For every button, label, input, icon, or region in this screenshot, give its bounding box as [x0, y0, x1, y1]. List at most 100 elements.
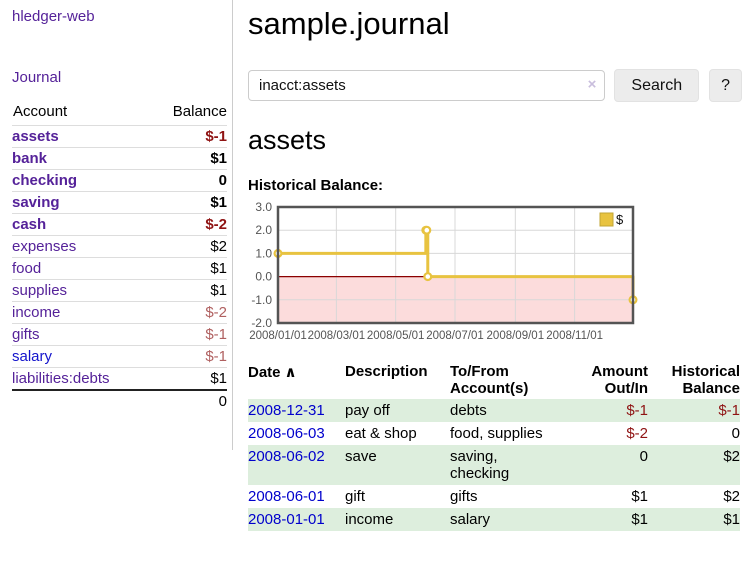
page-title: sample.journal: [248, 6, 450, 41]
register-header-description: Description: [345, 363, 428, 380]
account-link[interactable]: checking: [12, 172, 78, 189]
register-cell-balance: $-1: [718, 402, 740, 419]
search-button[interactable]: Search: [614, 69, 700, 102]
account-row: gifts $-1: [12, 323, 227, 346]
account-balance: $1: [149, 147, 227, 170]
transaction-date-link[interactable]: 2008-12-31: [248, 402, 325, 419]
accounts-total-value: 0: [149, 389, 227, 412]
account-link[interactable]: gifts: [12, 326, 40, 343]
account-balance: $2: [149, 235, 227, 258]
register-row: 2008-06-03 eat & shop food, supplies $-2 0: [248, 422, 740, 445]
svg-text:-1.0: -1.0: [251, 293, 272, 307]
account-link[interactable]: bank: [12, 150, 48, 167]
svg-text:2008/11/01: 2008/11/01: [546, 330, 603, 342]
account-balance: $-2: [149, 301, 227, 324]
svg-text:2008/01/01: 2008/01/01: [249, 330, 307, 342]
register-cell-balance: $2: [723, 488, 740, 505]
account-balance: $-1: [149, 345, 227, 368]
account-balance: $-1: [149, 125, 227, 148]
register-cell-accounts: saving, checking: [450, 448, 510, 482]
accounts-header-account: Account: [13, 103, 68, 120]
journal-link[interactable]: Journal: [12, 69, 62, 86]
account-heading: assets: [248, 125, 327, 155]
account-link[interactable]: expenses: [12, 238, 77, 255]
register-cell-date: 2008-06-01: [248, 485, 345, 508]
svg-text:2008/07/01: 2008/07/01: [426, 330, 484, 342]
sidebar: hledger-web Journal Account Balance asse…: [0, 0, 233, 450]
account-row: salary $-1: [12, 345, 227, 368]
account-row: checking 0: [12, 169, 227, 192]
accounts-table: Account Balance assets $-1 bank $1 checking 0…: [12, 101, 227, 412]
account-balance: $1: [149, 367, 227, 390]
help-button[interactable]: ?: [709, 69, 742, 102]
register-cell-amount: 0: [639, 448, 648, 465]
register-cell-date: 2008-06-03: [248, 422, 345, 445]
account-row: expenses $2: [12, 235, 227, 258]
register-cell-balance: $1: [723, 511, 740, 528]
account-balance: $1: [149, 257, 227, 280]
register-header-accounts: To/From Account(s): [450, 363, 529, 397]
account-balance: $-2: [149, 213, 227, 236]
svg-text:3.0: 3.0: [255, 202, 272, 214]
transaction-date-link[interactable]: 2008-06-03: [248, 425, 325, 442]
account-link[interactable]: salary: [12, 348, 53, 365]
account-row: cash $-2: [12, 213, 227, 236]
account-row: liabilities:debts $1: [12, 367, 227, 390]
register-cell-date: 2008-06-02: [248, 445, 345, 485]
svg-text:$: $: [616, 212, 624, 227]
account-balance: $1: [149, 191, 227, 214]
svg-text:2.0: 2.0: [255, 223, 272, 237]
account-row: saving $1: [12, 191, 227, 214]
chart-section-label: Historical Balance:: [248, 177, 384, 194]
register-row: 2008-12-31 pay off debts $-1 $-1: [248, 399, 740, 422]
accounts-total-row: 0: [12, 389, 227, 412]
account-link[interactable]: saving: [12, 194, 60, 211]
register-row: 2008-06-02 save saving, checking 0 $2: [248, 445, 740, 485]
transaction-date-link[interactable]: 2008-06-01: [248, 488, 325, 505]
register-cell-balance: $2: [723, 448, 740, 465]
register-cell-amount: $1: [631, 511, 648, 528]
accounts-header-balance: Balance: [172, 103, 227, 120]
account-row: income $-2: [12, 301, 227, 324]
register-cell-accounts: salary: [450, 511, 491, 528]
search-row: × Search ?: [248, 69, 742, 102]
account-row: bank $1: [12, 147, 227, 170]
register-header-balance: Historical Balance: [671, 363, 740, 397]
main-content: sample.journal × Search ? assets Histori…: [233, 0, 742, 531]
register-row: 2008-06-01 gift gifts $1 $2: [248, 485, 740, 508]
search-box: ×: [248, 70, 606, 101]
account-link[interactable]: food: [12, 260, 42, 277]
register-cell-description: pay off: [345, 402, 390, 419]
register-header-row: Date ∧ Description To/From Account(s) Amo…: [248, 361, 740, 399]
register-cell-description: gift: [345, 488, 366, 505]
search-input[interactable]: [248, 70, 606, 101]
register-cell-date: 2008-01-01: [248, 508, 345, 531]
register-cell-accounts: gifts: [450, 488, 478, 505]
app-title-link[interactable]: hledger-web: [12, 8, 95, 25]
transaction-date-link[interactable]: 2008-06-02: [248, 448, 325, 465]
register-cell-accounts: debts: [450, 402, 487, 419]
register-header-amount: Amount Out/In: [591, 363, 648, 397]
svg-text:2008/03/01: 2008/03/01: [308, 330, 366, 342]
account-link[interactable]: assets: [12, 128, 59, 145]
register-row: 2008-01-01 income salary $1 $1: [248, 508, 740, 531]
sort-ascending-icon: ∧: [284, 364, 297, 381]
transaction-date-link[interactable]: 2008-01-01: [248, 511, 325, 528]
account-link[interactable]: income: [12, 304, 61, 321]
register-cell-amount: $-1: [626, 402, 648, 419]
account-link[interactable]: liabilities:debts: [12, 370, 110, 387]
account-balance: $1: [149, 279, 227, 302]
svg-text:2008/09/01: 2008/09/01: [487, 330, 545, 342]
svg-text:0.0: 0.0: [255, 270, 272, 284]
account-balance: $-1: [149, 323, 227, 346]
register-header-date[interactable]: Date ∧: [248, 364, 297, 381]
account-link[interactable]: cash: [12, 216, 47, 233]
register-cell-accounts: food, supplies: [450, 425, 543, 442]
clear-search-icon[interactable]: ×: [587, 76, 597, 93]
account-row: supplies $1: [12, 279, 227, 302]
svg-text:1.0: 1.0: [255, 246, 272, 260]
svg-text:2008/05/01: 2008/05/01: [367, 330, 425, 342]
register-table: Date ∧ Description To/From Account(s) Amo…: [248, 361, 740, 531]
account-link[interactable]: supplies: [12, 282, 68, 299]
